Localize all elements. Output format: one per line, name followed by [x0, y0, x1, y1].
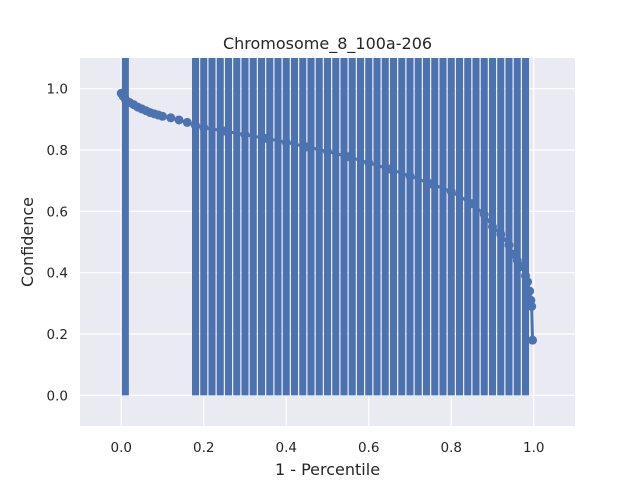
y-axis-label: Confidence — [18, 197, 37, 287]
y-tick-label-3: 0.6 — [47, 204, 68, 220]
x-tick-labels: 0.0 0.2 0.4 0.6 0.8 1.0 — [111, 440, 545, 456]
x-tick-label-4: 0.8 — [441, 440, 462, 456]
confidence-point-12 — [166, 113, 176, 123]
confidence-point-36 — [516, 262, 526, 272]
confidence-point-38 — [523, 277, 533, 287]
x-tick-label-1: 0.2 — [193, 440, 214, 456]
x-axis-label: 1 - Percentile — [275, 460, 380, 479]
confidence-point-14 — [182, 117, 192, 127]
x-tick-label-3: 0.6 — [358, 440, 379, 456]
y-tick-label-0: 0.0 — [47, 388, 68, 404]
y-tick-label-2: 0.4 — [47, 266, 68, 282]
confidence-point-22 — [323, 147, 332, 157]
x-tick-label-0: 0.0 — [111, 440, 132, 456]
confidence-point-29 — [467, 199, 477, 209]
confidence-point-27 — [426, 179, 436, 189]
confidence-point-26 — [405, 171, 415, 181]
confidence-point-20 — [281, 137, 291, 147]
confidence-point-23 — [343, 152, 353, 162]
confidence-point-24 — [364, 158, 374, 168]
confidence-curve — [116, 88, 538, 345]
confidence-point-33 — [504, 240, 514, 250]
confidence-point-25 — [384, 164, 394, 174]
chart-title: Chromosome_8_100a-206 — [223, 34, 432, 54]
x-tick-label-5: 1.0 — [523, 440, 544, 456]
y-tick-labels: 0.0 0.2 0.4 0.6 0.8 1.0 — [47, 82, 68, 405]
confidence-point-18 — [240, 130, 250, 140]
y-tick-label-4: 0.8 — [47, 143, 68, 159]
confidence-point-11 — [158, 111, 167, 121]
confidence-point-21 — [302, 142, 312, 152]
confidence-point-39 — [525, 286, 535, 296]
vertical-lines — [121, 58, 529, 396]
x-tick-label-2: 0.4 — [276, 440, 297, 456]
y-tick-label-5: 1.0 — [47, 82, 68, 98]
confidence-point-13 — [174, 115, 184, 125]
confidence-point-28 — [446, 186, 456, 196]
confidence-point-15 — [191, 120, 200, 130]
confidence-point-42 — [528, 335, 538, 345]
y-tick-label-1: 0.2 — [47, 327, 68, 343]
confidence-point-41 — [527, 301, 537, 311]
confidence-point-32 — [496, 229, 506, 239]
confidence-point-19 — [261, 133, 271, 143]
confidence-point-31 — [488, 222, 497, 232]
confidence-point-30 — [479, 209, 489, 219]
confidence-point-17 — [219, 126, 229, 136]
confidence-point-16 — [199, 123, 209, 133]
